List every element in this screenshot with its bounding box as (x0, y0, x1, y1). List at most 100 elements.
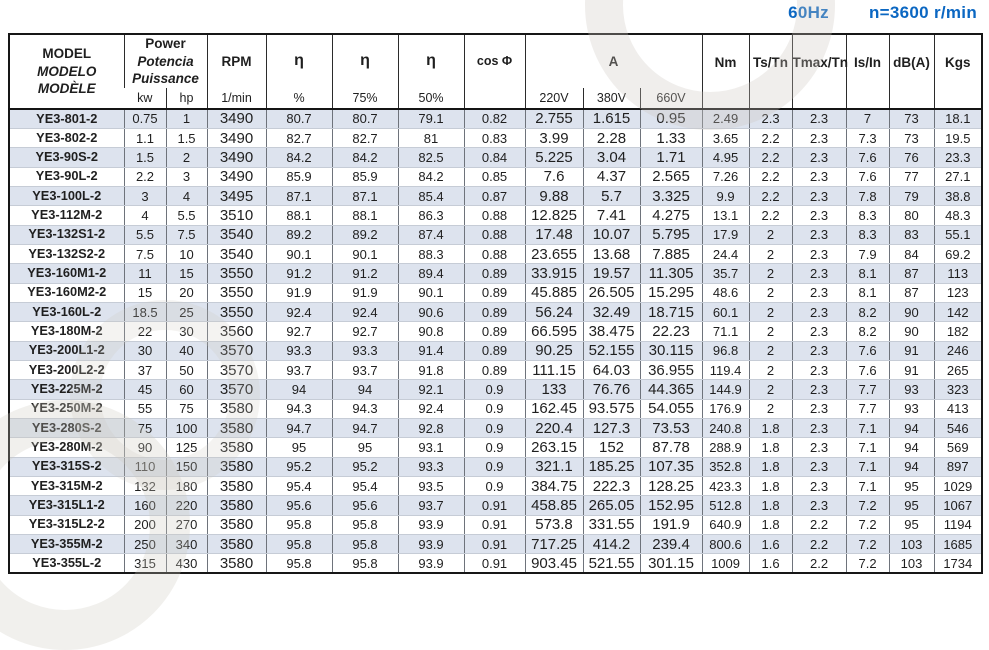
cell-power_kw: 90 (123, 437, 166, 458)
cell-rpm: 3510 (206, 205, 267, 226)
cell-a_660v: 191.9 (639, 515, 703, 536)
cell-power_kw: 18.5 (123, 302, 166, 323)
cell-kgs: 27.1 (933, 167, 983, 187)
cell-ts_tn: 2 (748, 244, 793, 265)
cell-ts_tn: 1.8 (748, 476, 793, 497)
cell-is_in: 7.6 (845, 360, 890, 381)
cell-eta_50: 93.5 (397, 476, 465, 497)
cell-nm: 4.95 (701, 147, 750, 168)
cell-nm: 240.8 (701, 418, 750, 439)
cell-rpm: 3490 (206, 147, 267, 168)
table-row: YE3-801-2 0.75 1 3490 80.7 80.7 79.1 0.82 2.755 1… (9, 107, 983, 129)
table-header: MODEL MODELO MODÈLE Power Potencia Puiss… (9, 34, 983, 109)
cell-rpm: 3490 (206, 107, 267, 129)
cell-power_kw: 250 (123, 534, 166, 555)
cell-db_a: 80 (888, 205, 935, 226)
cell-power_hp: 25 (165, 302, 208, 323)
cell-model: YE3-315S-2 (9, 457, 124, 478)
cell-power_hp: 100 (165, 418, 208, 439)
cell-eta_50: 84.2 (397, 167, 465, 187)
cell-ts_tn: 2 (748, 225, 793, 245)
cell-power_hp: 125 (165, 437, 208, 458)
cell-is_in: 7.2 (845, 553, 890, 574)
cell-ts_tn: 2 (748, 302, 793, 323)
cell-a_660v: 73.53 (639, 418, 703, 439)
col-header-noise: dB(A) (888, 34, 935, 109)
cell-a_380v: 76.76 (582, 379, 641, 400)
cell-is_in: 7.7 (845, 379, 890, 400)
cell-rpm: 3540 (206, 244, 267, 265)
cell-power_hp: 75 (165, 399, 208, 420)
cell-nm: 2.49 (701, 107, 750, 129)
cell-a_220v: 903.45 (524, 553, 584, 574)
cell-model: YE3-132S2-2 (9, 244, 124, 265)
cell-power_kw: 1.1 (123, 128, 166, 149)
cell-a_380v: 3.04 (582, 147, 641, 168)
cell-is_in: 7.2 (845, 495, 890, 516)
cell-eta_full: 95 (265, 437, 333, 458)
cell-power_kw: 11 (123, 263, 166, 284)
cell-a_220v: 220.4 (524, 418, 584, 439)
cell-nm: 13.1 (701, 205, 750, 226)
cell-is_in: 7.2 (845, 515, 890, 536)
cell-a_660v: 4.275 (639, 205, 703, 226)
cell-tmax_tn: 2.3 (791, 379, 847, 400)
cell-rpm: 3580 (206, 399, 267, 420)
cell-power_kw: 2.2 (123, 167, 166, 187)
col-header-eta-full: η (265, 34, 333, 88)
cell-ts_tn: 1.8 (748, 457, 793, 478)
cell-tmax_tn: 2.3 (791, 147, 847, 168)
table-row: YE3-355M-2 250 340 3580 95.8 95.8 93.9 0.91 717.… (9, 534, 983, 555)
cell-kgs: 1194 (933, 515, 983, 536)
cell-power_kw: 55 (123, 399, 166, 420)
cell-eta_75: 95.2 (331, 457, 399, 478)
cell-rpm: 3560 (206, 321, 267, 342)
cell-eta_full: 80.7 (265, 107, 333, 129)
cell-a_220v: 9.88 (524, 186, 584, 207)
cell-tmax_tn: 2.3 (791, 399, 847, 420)
cell-rpm: 3570 (206, 341, 267, 361)
cell-nm: 7.26 (701, 167, 750, 187)
cell-is_in: 7.1 (845, 476, 890, 497)
cell-eta_full: 95.4 (265, 476, 333, 497)
cell-eta_75: 93.3 (331, 341, 399, 361)
cell-is_in: 7.7 (845, 399, 890, 420)
cell-eta_full: 92.4 (265, 302, 333, 323)
cell-nm: 3.65 (701, 128, 750, 149)
cell-kgs: 546 (933, 418, 983, 439)
cell-is_in: 8.3 (845, 225, 890, 245)
cell-model: YE3-90S-2 (9, 147, 124, 168)
cell-a_220v: 45.885 (524, 283, 584, 303)
cell-kgs: 1734 (933, 553, 983, 574)
cell-power_hp: 7.5 (165, 225, 208, 245)
cell-model: YE3-112M-2 (9, 205, 124, 226)
cell-ts_tn: 1.6 (748, 553, 793, 574)
cell-cos_phi: 0.91 (463, 515, 526, 536)
cell-eta_75: 91.2 (331, 263, 399, 284)
cell-cos_phi: 0.9 (463, 476, 526, 497)
cell-cos_phi: 0.89 (463, 360, 526, 381)
cell-a_660v: 3.325 (639, 186, 703, 207)
cell-tmax_tn: 2.3 (791, 437, 847, 458)
cell-cos_phi: 0.84 (463, 147, 526, 168)
cell-rpm: 3570 (206, 379, 267, 400)
subheader-380v: 380V (582, 88, 641, 109)
cell-eta_full: 84.2 (265, 147, 333, 168)
cell-eta_75: 95.8 (331, 515, 399, 536)
col-header-current: A (524, 34, 703, 88)
cell-ts_tn: 1.8 (748, 418, 793, 439)
cell-kgs: 1067 (933, 495, 983, 516)
cell-a_220v: 162.45 (524, 399, 584, 420)
cell-eta_75: 92.7 (331, 321, 399, 342)
cell-kgs: 246 (933, 341, 983, 361)
cell-kgs: 569 (933, 437, 983, 458)
cell-a_380v: 521.55 (582, 553, 641, 574)
cell-eta_50: 92.8 (397, 418, 465, 439)
cell-a_220v: 111.15 (524, 360, 584, 381)
cell-kgs: 323 (933, 379, 983, 400)
cell-ts_tn: 1.8 (748, 495, 793, 516)
cell-db_a: 91 (888, 360, 935, 381)
col-header-cos-phi: cos Φ (463, 34, 526, 109)
cell-eta_50: 93.9 (397, 553, 465, 574)
cell-db_a: 94 (888, 457, 935, 478)
